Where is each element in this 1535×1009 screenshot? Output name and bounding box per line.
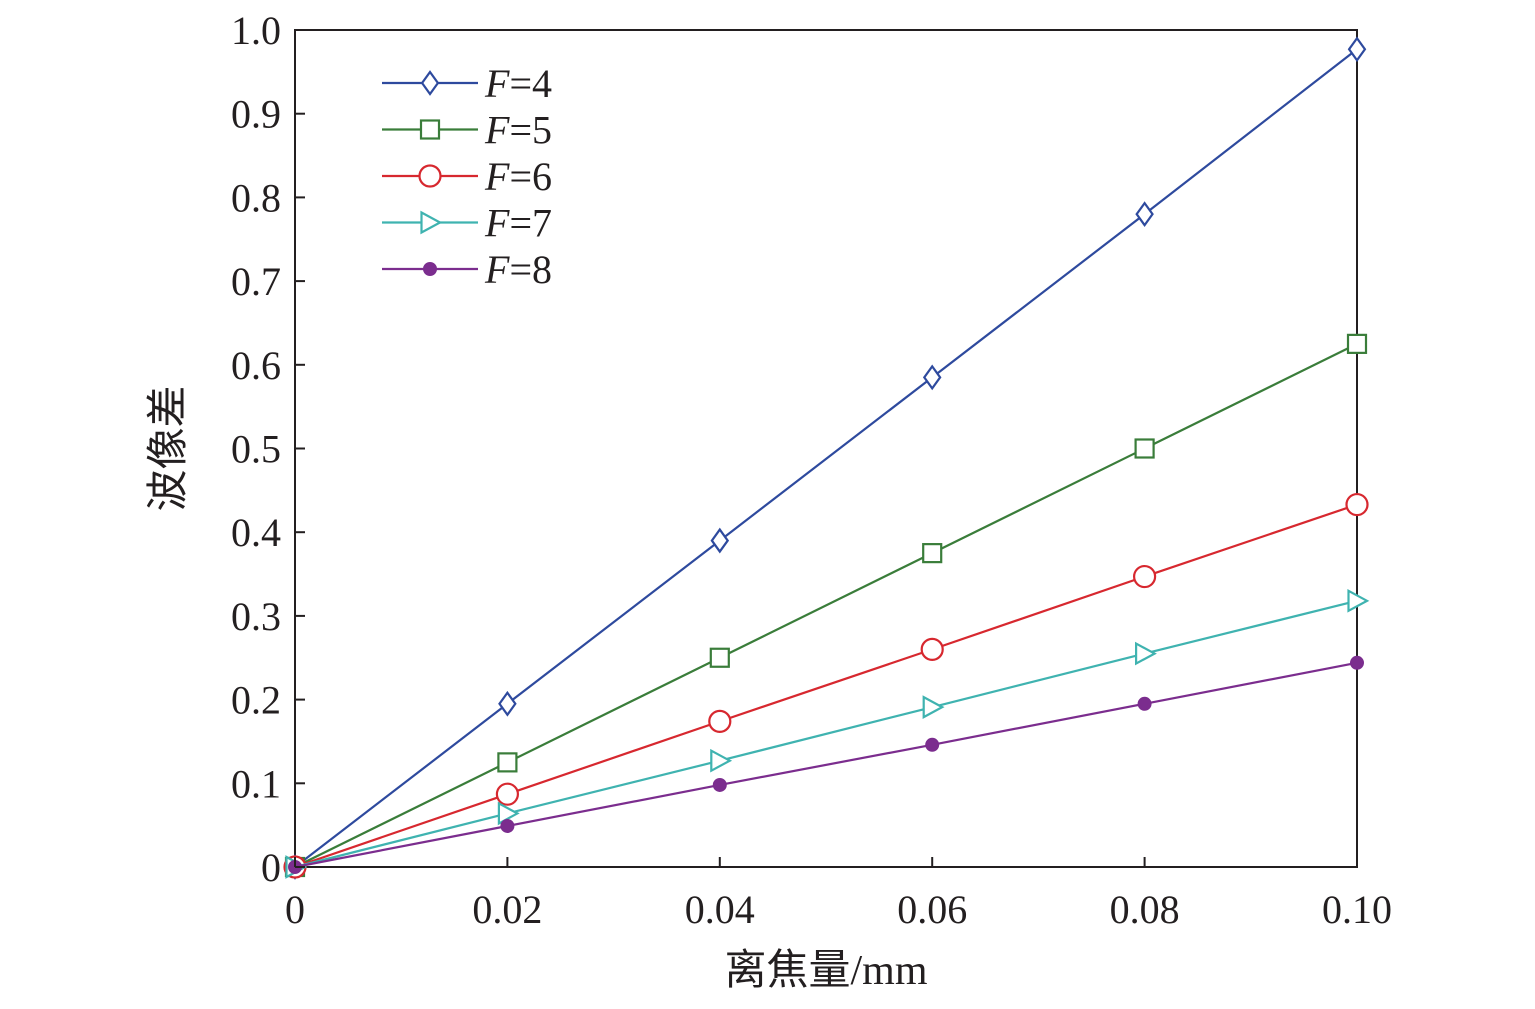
data-point — [1350, 655, 1364, 670]
legend-label-variable: F — [484, 154, 510, 199]
y-tick-label: 0.7 — [231, 259, 281, 304]
data-point — [922, 364, 942, 391]
legend-label: F=4 — [484, 61, 552, 106]
legend-label: F=8 — [484, 247, 552, 292]
x-tick-label: 0.02 — [472, 887, 542, 932]
legend-item: F=8 — [382, 247, 552, 292]
legend-label-value: =5 — [509, 108, 552, 153]
legend-label-variable: F — [484, 61, 510, 106]
data-point — [1347, 36, 1367, 63]
data-point — [1345, 492, 1369, 517]
y-tick-label: 0.9 — [231, 92, 281, 137]
x-tick-label: 0.04 — [685, 887, 755, 932]
data-point — [497, 801, 520, 826]
data-point — [920, 637, 944, 661]
legend-marker — [423, 262, 437, 276]
legend-label: F=7 — [484, 201, 552, 246]
legend-item: F=6 — [382, 154, 552, 199]
data-point — [922, 695, 945, 719]
legend-label-variable: F — [484, 247, 510, 292]
series-f-6 — [283, 492, 1369, 879]
y-tick-label: 0.3 — [231, 594, 281, 639]
data-point — [709, 647, 730, 668]
x-tick-label: 0.06 — [897, 887, 967, 932]
plot-area — [294, 29, 1358, 868]
data-point — [497, 752, 518, 773]
y-tick-label: 0.1 — [231, 761, 281, 806]
data-point — [1346, 333, 1368, 354]
legend-marker — [420, 210, 443, 235]
y-axis-title: 波像差 — [146, 385, 192, 511]
x-tick-label: 0.10 — [1322, 887, 1392, 932]
data-point — [710, 527, 730, 554]
legend-marker — [418, 164, 442, 188]
data-point — [1134, 641, 1157, 666]
series-group — [283, 36, 1370, 880]
series-line — [294, 599, 1358, 869]
data-point — [922, 543, 943, 564]
series-f-5 — [284, 333, 1368, 878]
legend-label-value: =6 — [509, 154, 552, 199]
x-tick-label: 0.08 — [1110, 887, 1180, 932]
series-f-7 — [285, 588, 1370, 879]
x-tick-label: 0 — [285, 887, 305, 932]
data-point — [1132, 564, 1157, 589]
data-point — [1134, 438, 1155, 459]
series-line — [294, 48, 1358, 868]
y-tick-label: 0.8 — [231, 175, 281, 220]
legend-label-value: =8 — [509, 247, 552, 292]
y-tick-label: 0.5 — [231, 427, 281, 472]
legend: F=4F=5F=6F=7F=8 — [382, 61, 552, 292]
series-line — [294, 503, 1358, 869]
y-tick-label: 0.2 — [231, 678, 281, 723]
tick-group: 0 0.02 0.04 0.06 0.08 0.10 0 0.1 0.2 0.3 0.4 0.5 0.6… — [231, 8, 1392, 932]
data-point — [710, 748, 733, 773]
y-tick-label: 1.0 — [231, 8, 281, 53]
data-point — [1135, 201, 1154, 228]
data-point — [925, 737, 940, 752]
legend-label: F=5 — [484, 108, 552, 153]
legend-marker — [419, 119, 441, 140]
plot-frame — [294, 29, 1358, 868]
legend-label-value: =7 — [509, 201, 552, 246]
legend-label-variable: F — [484, 201, 510, 246]
y-tick-label: 0.6 — [231, 343, 281, 388]
data-point — [495, 782, 519, 806]
y-tick-label: 0 — [261, 845, 281, 890]
data-point — [1137, 696, 1152, 711]
data-point — [500, 818, 515, 833]
legend-marker — [420, 70, 440, 96]
series-line — [294, 342, 1358, 868]
legend-label-value: =4 — [509, 61, 552, 106]
series-f-4 — [285, 36, 1367, 880]
series-f-8 — [288, 655, 1364, 874]
data-point — [712, 777, 727, 792]
legend-label: F=6 — [484, 154, 552, 199]
legend-label-variable: F — [484, 108, 510, 153]
data-point — [498, 690, 517, 717]
legend-item: F=5 — [382, 108, 552, 153]
x-axis-title: 离焦量/mm — [724, 947, 927, 994]
legend-item: F=4 — [382, 61, 552, 106]
data-point — [708, 709, 732, 733]
series-line — [294, 661, 1358, 869]
legend-item: F=7 — [382, 201, 552, 246]
y-tick-label: 0.4 — [231, 510, 281, 555]
data-point — [1347, 588, 1370, 613]
